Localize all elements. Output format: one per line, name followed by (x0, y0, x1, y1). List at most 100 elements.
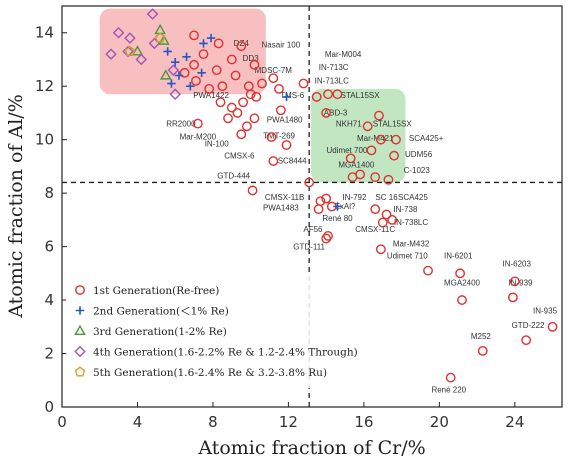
alloy-label: IN-713C (319, 63, 349, 72)
plus-data-point (333, 202, 342, 211)
alloy-label: IN-6201 (444, 252, 473, 261)
alloy-label: CMSX-11B (265, 193, 304, 202)
circle-data-point (381, 209, 392, 220)
circle-data-point (226, 54, 237, 65)
circle-data-point (238, 97, 249, 108)
circle-data-point (375, 244, 386, 255)
alloy-label: ABD-3 (324, 109, 348, 118)
legend-label: 2nd Generation(＜1% Re) (93, 306, 229, 318)
plus-data-point (171, 57, 180, 67)
alloy-label: IN-935 (533, 306, 558, 315)
plot-axes (61, 5, 563, 408)
circle-data-point (213, 38, 224, 49)
alloy-label: MGA2400 (444, 278, 481, 287)
circle-data-point (298, 78, 309, 89)
circle-data-point (242, 121, 252, 132)
alloy-label: PWA1483 (263, 204, 299, 213)
circle-data-point (268, 73, 279, 84)
x-tick-label: 20 (430, 413, 449, 431)
alloy-label: SC8444 (278, 157, 307, 166)
alloy-label: MGA1400 (338, 161, 375, 170)
alloy-label: IN-6203 (502, 260, 531, 269)
y-tick-label: 6 (44, 238, 54, 256)
circle-data-point (247, 185, 258, 196)
alloy-label: M252 (471, 332, 492, 341)
plus-data-point (197, 68, 206, 78)
alloy-label: IN-792 (342, 193, 367, 202)
alloy-label: IN-738 (393, 205, 418, 214)
circle-data-point (321, 108, 332, 118)
legend-marker-triangle (74, 324, 86, 336)
alloy-label: STAL15SX (373, 119, 413, 128)
alloy-label: Mar-M200 (180, 133, 217, 142)
diamond-data-point (167, 64, 180, 76)
alloy-label: IN-100 (205, 139, 230, 148)
alloy-label: NKH71 (336, 119, 362, 128)
alloy-label: René 80 (322, 214, 353, 223)
alloy-label: IN-939 (508, 278, 533, 287)
alloy-label: IN-738LC (394, 218, 428, 227)
circle-data-point (377, 217, 388, 228)
circle-data-point (236, 129, 247, 140)
highlight-region-1 (99, 8, 266, 95)
circle-data-point (230, 70, 241, 81)
diamond-data-point (135, 53, 148, 66)
circle-data-point (355, 169, 366, 180)
pentagon-data-point (154, 32, 166, 43)
plus-data-point (167, 79, 176, 88)
y-tick-label: 14 (35, 24, 54, 42)
circle-data-point (375, 134, 386, 145)
alloy-label: AF56 (303, 225, 323, 234)
circle-data-point (275, 105, 286, 116)
circle-data-point (547, 321, 558, 332)
alloy-label: CMSX-11C (355, 225, 395, 234)
plus-data-point (163, 47, 172, 56)
circle-data-point (226, 102, 237, 113)
circle-data-point (370, 204, 381, 215)
legend-marker-pentagon (74, 366, 86, 377)
plot-frame (61, 5, 563, 408)
circle-data-point (457, 295, 467, 305)
alloy-label: SC 16 (375, 193, 398, 202)
circle-data-point (215, 97, 226, 108)
circle-data-point (191, 75, 201, 86)
y-tick-label: 0 (44, 398, 54, 416)
circle-data-point (366, 145, 377, 156)
circle-data-point (245, 89, 256, 100)
circle-data-point (198, 49, 209, 60)
legend-marker-plus (75, 306, 85, 315)
circle-data-point (266, 132, 277, 142)
circle-data-point (236, 41, 247, 51)
alloy-label: TMS-6 (280, 91, 305, 100)
circle-data-point (321, 233, 332, 244)
circle-data-point (179, 67, 190, 78)
legend: 1st Generation(Re-free) 2nd Generation(＜1… (66, 276, 416, 388)
circle-data-point (332, 89, 343, 100)
x-axis-title: Atomic fraction of Cr/% (197, 437, 425, 459)
diamond-data-point (124, 32, 136, 44)
legend-label: 3rd Generation(1-2% Re) (93, 326, 227, 338)
circle-data-point (362, 121, 373, 132)
alloy-label: RR2000 (166, 119, 196, 128)
alloy-label: DD3 (243, 54, 260, 63)
circle-data-point (204, 83, 215, 94)
diamond-data-point (112, 26, 125, 39)
alloy-label: Nasair 100 (262, 40, 301, 49)
alloy-label: Udimet 700 (326, 146, 367, 155)
alloy-label: GTD-111 (293, 242, 325, 251)
alloy-label: TMT-269 (263, 131, 296, 140)
diamond-data-point (169, 88, 181, 101)
alloy-label: Mar-M432 (393, 240, 430, 249)
circle-data-point (321, 193, 332, 204)
circle-data-point (323, 89, 333, 100)
triangle-data-point (158, 34, 170, 45)
plus-data-point (206, 33, 216, 43)
legend-marker-circle (75, 285, 85, 295)
circle-data-point (345, 153, 356, 164)
alloy-label: IN-713LC (315, 77, 349, 86)
y-tick-label: 12 (35, 77, 54, 95)
plus-data-point (174, 71, 184, 80)
